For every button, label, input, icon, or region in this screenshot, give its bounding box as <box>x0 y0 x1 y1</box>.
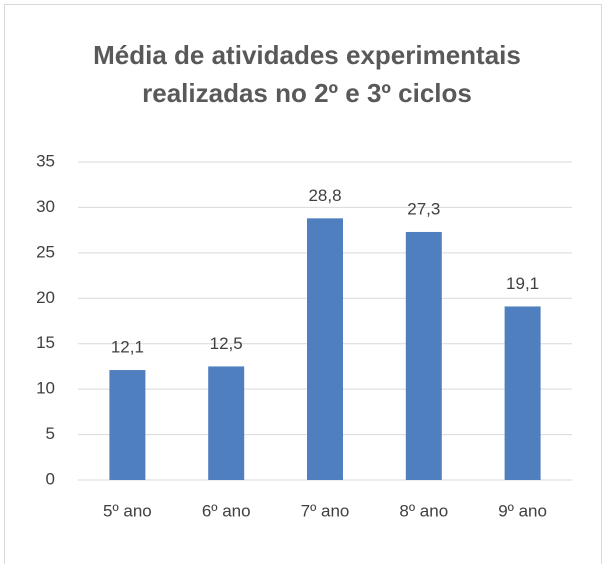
value-label: 19,1 <box>506 274 539 293</box>
x-tick-label: 7º ano <box>301 501 350 520</box>
y-tick-label: 35 <box>36 151 55 170</box>
x-tick-label: 5º ano <box>103 501 152 520</box>
y-tick-label: 10 <box>36 379 55 398</box>
y-tick-label: 25 <box>36 242 55 261</box>
bar <box>208 366 245 480</box>
x-tick-label: 8º ano <box>399 501 448 520</box>
y-tick-label: 5 <box>46 424 55 443</box>
value-label: 12,1 <box>111 338 144 357</box>
value-label: 28,8 <box>308 186 341 205</box>
chart-title: Média de atividades experimentais realiz… <box>93 40 521 108</box>
chart-border <box>4 4 602 564</box>
value-label: 27,3 <box>407 199 440 218</box>
y-tick-label: 30 <box>36 197 55 216</box>
bar <box>405 231 442 480</box>
bar <box>504 306 541 480</box>
y-tick-label: 15 <box>36 333 55 352</box>
x-tick-label: 6º ano <box>202 501 251 520</box>
bar <box>307 218 343 480</box>
value-label: 12,5 <box>210 334 243 353</box>
bar <box>109 370 146 480</box>
x-tick-label: 9º ano <box>498 501 547 520</box>
y-tick-label: 20 <box>36 288 55 307</box>
y-tick-label: 0 <box>46 469 55 488</box>
